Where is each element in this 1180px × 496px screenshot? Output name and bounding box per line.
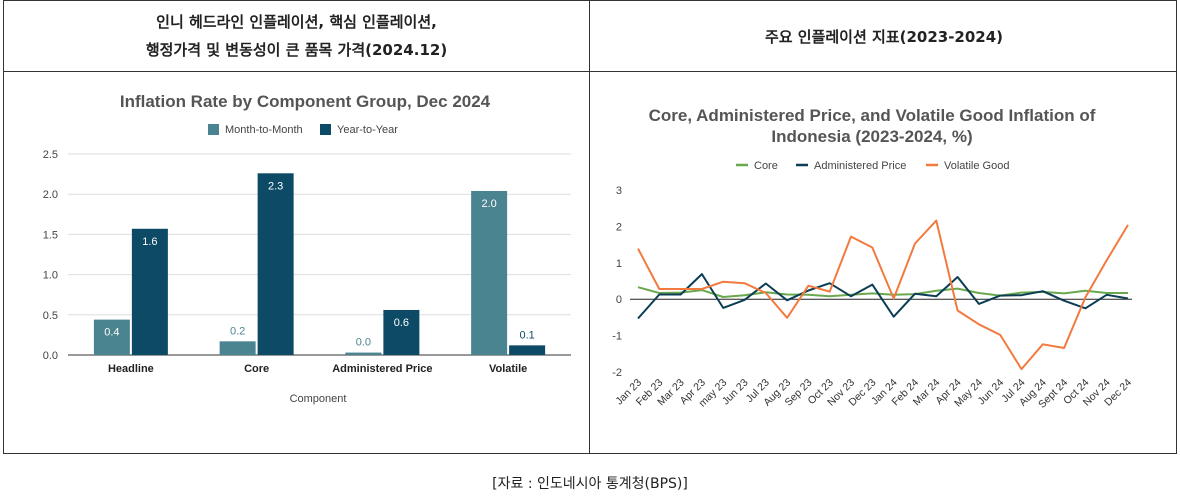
bar: [93, 319, 130, 355]
legend-swatch: [208, 124, 219, 135]
source-note: [자료 : 인도네시아 통계청(BPS)]: [492, 476, 688, 492]
left-header: 인니 헤드라인 인플레이션, 핵심 인플레이션, 행정가격 및 변동성이 큰 품…: [4, 1, 589, 71]
bar-data-label: 0.6: [394, 317, 409, 329]
series-line-volatile-good: [637, 219, 1129, 371]
bar-data-label: 0.0: [356, 337, 371, 349]
bar-chart-title: Inflation Rate by Component Group, Dec 2…: [120, 92, 491, 111]
bar-data-label: 2.3: [268, 180, 283, 192]
table-frame: 인니 헤드라인 인플레이션, 핵심 인플레이션, 행정가격 및 변동성이 큰 품…: [3, 0, 1177, 454]
bar-data-label: 1.6: [142, 236, 157, 248]
bar-data-label: 0.4: [104, 327, 119, 339]
y-tick-label: -1: [612, 331, 622, 343]
bar: [345, 352, 382, 355]
x-tick-label: Volatile: [489, 363, 527, 375]
y-tick-label: 3: [616, 185, 622, 197]
bar: [131, 228, 168, 355]
bar: [383, 309, 420, 355]
legend-swatch: [320, 124, 331, 135]
legend-label: Administered Price: [814, 160, 906, 172]
bar-chart: Inflation Rate by Component Group, Dec 2…: [43, 92, 571, 405]
left-header-line1: 인니 헤드라인 인플레이션, 핵심 인플레이션,: [156, 13, 437, 31]
x-tick-label: Headline: [108, 363, 154, 375]
bar: [471, 190, 508, 355]
line-chart-title: Core, Administered Price, and Volatile G…: [649, 106, 1096, 146]
row-divider: [4, 71, 1176, 72]
bar-data-label: 0.1: [519, 329, 534, 341]
bar: [509, 345, 546, 355]
y-tick-label: 0: [616, 294, 622, 306]
series-line-administered-price: [637, 273, 1129, 320]
bar-data-label: 0.2: [230, 325, 245, 337]
x-tick-label: Core: [244, 363, 269, 375]
bar: [219, 341, 256, 355]
x-tick-label: Administered Price: [332, 363, 432, 375]
x-axis-title: Component: [290, 393, 347, 405]
y-tick-label: -2: [612, 367, 622, 379]
legend-label: Core: [754, 160, 778, 172]
y-tick-label: 1.5: [43, 229, 58, 241]
bar: [257, 173, 294, 355]
line-chart: Core, Administered Price, and Volatile G…: [612, 106, 1134, 411]
bar-data-label: 2.0: [481, 198, 496, 210]
y-tick-label: 2.5: [43, 149, 58, 161]
legend-label: Month-to-Month: [225, 124, 303, 136]
y-tick-label: 1: [616, 258, 622, 270]
right-header: 주요 인플레이션 지표(2023-2024): [764, 27, 1004, 46]
column-divider: [589, 1, 590, 454]
left-header-line2: 행정가격 및 변동성이 큰 품목 가격(2024.12): [145, 41, 448, 59]
y-tick-label: 0.5: [43, 310, 58, 322]
y-tick-label: 0.0: [43, 350, 58, 362]
y-tick-label: 1.0: [43, 270, 58, 282]
legend-label: Year-to-Year: [337, 124, 398, 136]
y-tick-label: 2.0: [43, 189, 58, 201]
legend-label: Volatile Good: [944, 160, 1009, 172]
y-tick-label: 2: [616, 221, 622, 233]
